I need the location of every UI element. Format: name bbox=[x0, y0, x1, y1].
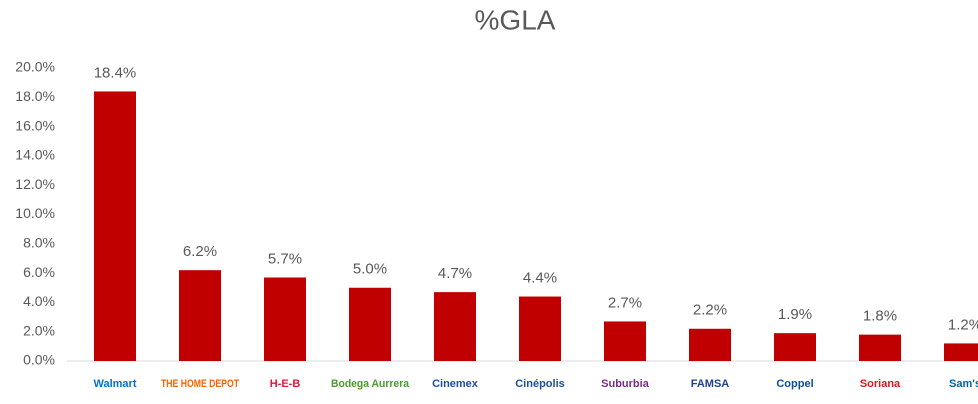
y-tick-label: 20.0% bbox=[15, 59, 55, 75]
category-label: Coppel bbox=[776, 378, 813, 390]
y-tick-label: 8.0% bbox=[23, 235, 55, 251]
value-label: 5.0% bbox=[353, 261, 387, 278]
bar bbox=[434, 292, 476, 361]
y-tick-label: 16.0% bbox=[15, 117, 55, 133]
value-label: 4.7% bbox=[438, 265, 472, 282]
y-tick-label: 18.0% bbox=[15, 88, 55, 104]
y-tick-label: 2.0% bbox=[23, 322, 55, 338]
category-label: Cinépolis bbox=[515, 378, 565, 390]
category-label: FAMSA bbox=[691, 378, 730, 390]
value-label: 5.7% bbox=[268, 250, 302, 267]
y-tick-label: 10.0% bbox=[15, 205, 55, 221]
y-tick-label: 6.0% bbox=[23, 264, 55, 280]
category-label: Suburbia bbox=[601, 378, 650, 390]
chart-title: %GLA bbox=[475, 4, 556, 35]
category-label: Bodega Aurrera bbox=[331, 378, 410, 390]
value-label: 2.7% bbox=[608, 294, 642, 311]
bar bbox=[604, 321, 646, 361]
value-label: 4.4% bbox=[523, 270, 557, 287]
bar bbox=[94, 91, 136, 361]
y-tick-label: 14.0% bbox=[15, 147, 55, 163]
value-label: 1.9% bbox=[778, 306, 812, 323]
value-label: 1.8% bbox=[863, 308, 897, 325]
bar bbox=[519, 296, 561, 361]
y-tick-label: 0.0% bbox=[23, 352, 55, 368]
category-label: Cinemex bbox=[432, 378, 479, 390]
bar bbox=[774, 333, 816, 361]
y-tick-label: 12.0% bbox=[15, 176, 55, 192]
bar bbox=[349, 287, 391, 361]
bar bbox=[859, 334, 901, 361]
value-label: 2.2% bbox=[693, 302, 727, 319]
bar bbox=[944, 343, 978, 361]
category-label: Sam's bbox=[949, 378, 978, 390]
value-label: 6.2% bbox=[183, 243, 217, 260]
value-label: 18.4% bbox=[94, 64, 137, 81]
value-label: 1.2% bbox=[948, 316, 978, 333]
y-tick-label: 4.0% bbox=[23, 293, 55, 309]
bar bbox=[179, 270, 221, 361]
category-label: H-E-B bbox=[270, 378, 301, 390]
category-label: THE HOME DEPOT bbox=[161, 378, 239, 390]
bar bbox=[264, 277, 306, 361]
category-label: Soriana bbox=[860, 378, 901, 390]
category-label: Walmart bbox=[94, 378, 137, 390]
bar bbox=[689, 328, 731, 361]
